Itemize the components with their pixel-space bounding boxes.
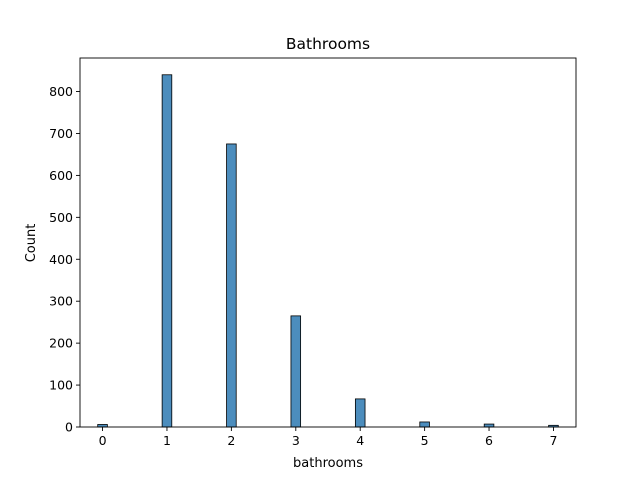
chart-title: Bathrooms — [286, 35, 370, 53]
y-tick-label: 300 — [49, 294, 73, 309]
y-axis-ticks: 0 100 200 300 400 500 600 700 800 — [49, 84, 80, 435]
plot-frame — [79, 57, 577, 428]
y-tick-label: 800 — [49, 84, 73, 99]
bar-5 — [419, 421, 430, 428]
y-tick-label: 600 — [49, 168, 73, 183]
y-tick-label: 0 — [65, 420, 73, 435]
bar-2 — [226, 143, 237, 428]
x-axis-ticks: 0 1 2 3 4 5 6 7 — [99, 427, 557, 448]
x-tick-label: 0 — [99, 433, 107, 448]
y-tick-label: 400 — [49, 252, 73, 267]
y-tick-label: 700 — [49, 126, 73, 141]
y-tick-label: 200 — [49, 336, 73, 351]
y-axis-label: Count — [24, 224, 39, 263]
bars-group — [97, 74, 559, 428]
x-tick-label: 1 — [163, 433, 171, 448]
x-tick-label: 4 — [356, 433, 364, 448]
bar-3 — [290, 315, 302, 428]
y-tick-label: 100 — [49, 378, 73, 393]
x-axis-label: bathrooms — [293, 456, 363, 471]
x-tick-label: 6 — [485, 433, 493, 448]
y-tick-label: 500 — [49, 210, 73, 225]
x-tick-label: 3 — [292, 433, 300, 448]
bar-1 — [161, 74, 173, 428]
x-tick-label: 5 — [421, 433, 429, 448]
bar-4 — [354, 398, 366, 428]
x-tick-label: 2 — [227, 433, 235, 448]
x-tick-label: 7 — [549, 433, 557, 448]
